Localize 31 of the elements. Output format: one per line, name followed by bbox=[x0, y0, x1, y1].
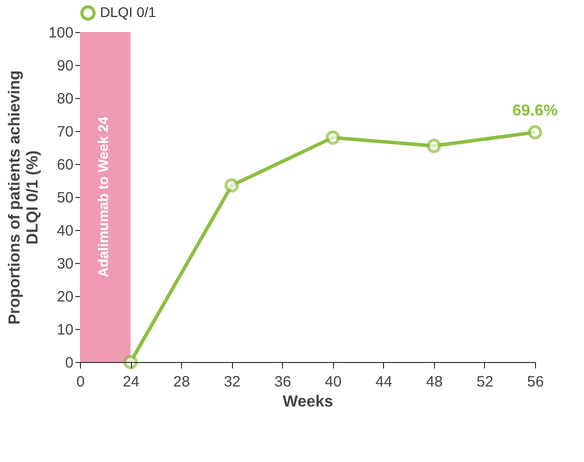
x-tick-label: 0 bbox=[76, 374, 85, 390]
x-tick-label: 28 bbox=[173, 374, 190, 390]
x-tick-label: 56 bbox=[527, 374, 544, 390]
y-tick-label: 80 bbox=[56, 90, 74, 108]
y-tick-label: 100 bbox=[48, 24, 74, 42]
y-tick-label: 70 bbox=[56, 124, 74, 140]
y-axis-title: Proportions of patients achieving DLQI 0/1 (%) bbox=[6, 70, 42, 325]
y-tick-label: 40 bbox=[56, 222, 74, 240]
y-tick-label: 30 bbox=[56, 256, 74, 272]
x-tick-label: 24 bbox=[122, 374, 140, 390]
point bbox=[426, 138, 442, 154]
annotation: 69.6% bbox=[512, 102, 558, 120]
point bbox=[528, 125, 542, 140]
y-tick-label: 0 bbox=[65, 354, 74, 372]
point bbox=[224, 178, 239, 193]
point bbox=[326, 130, 340, 145]
x-tick-label: 44 bbox=[375, 374, 392, 390]
x-tick-label: 48 bbox=[426, 374, 443, 390]
y-tick-label: 60 bbox=[56, 156, 74, 174]
x-tick-label: 40 bbox=[324, 374, 342, 390]
point bbox=[123, 354, 138, 370]
legend-label: DLQI 0/1 bbox=[100, 4, 156, 20]
y-tick-label: 90 bbox=[56, 58, 74, 74]
x-axis-title: Weeks bbox=[282, 394, 334, 410]
x-tick-label: 36 bbox=[274, 374, 292, 390]
y-tick-label: 10 bbox=[56, 322, 74, 338]
y-tick-label: 20 bbox=[56, 288, 74, 306]
x-tick-label: 52 bbox=[476, 374, 494, 390]
y-tick-label: 50 bbox=[56, 190, 74, 206]
band-label: Adalimumab to Week 24 bbox=[95, 116, 111, 278]
x-tick-label: 32 bbox=[224, 374, 241, 390]
